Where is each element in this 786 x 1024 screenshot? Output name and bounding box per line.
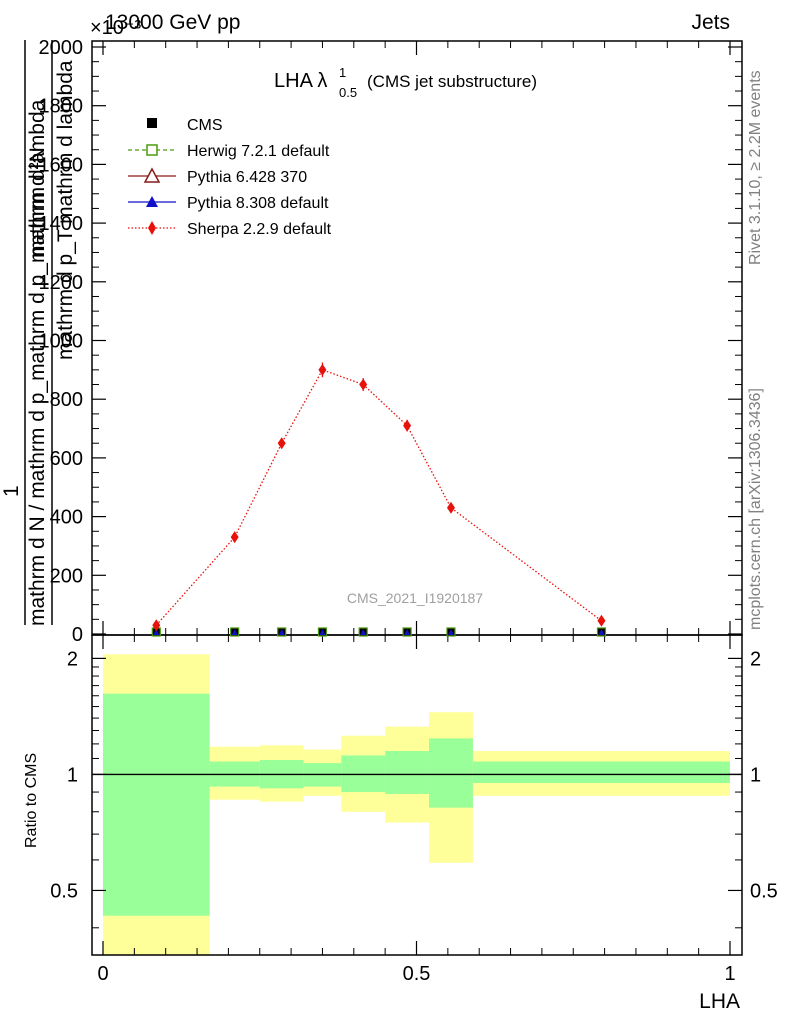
sherpa-point bbox=[446, 501, 455, 514]
main-y-axis: 0 200 400 600 800 1000 1200 1400 1600 1800 2000 bbox=[39, 37, 742, 646]
ratio-green-band-6 bbox=[429, 738, 473, 808]
x-axis: 0 0.5 1 bbox=[97, 41, 736, 985]
sherpa-point bbox=[318, 363, 327, 376]
pythia6-marker-icon bbox=[143, 167, 161, 183]
pythia8-point bbox=[319, 629, 326, 635]
exponent-label: ×10⁻³ bbox=[90, 17, 141, 39]
rivet-label: Rivet 3.1.10, ≥ 2.2M events bbox=[747, 70, 764, 265]
pythia8-point bbox=[447, 629, 454, 635]
ratio-y-tick-label: 1 bbox=[67, 764, 78, 786]
ratio-green-band-4 bbox=[341, 755, 386, 793]
legend-entry-sherpa: Sherpa 2.2.9 default bbox=[128, 221, 332, 238]
title-superscript: 1 bbox=[339, 65, 346, 80]
ylabel-fraction-top: mathrm d²N bbox=[26, 147, 49, 258]
sherpa-point bbox=[152, 619, 161, 632]
title-main: LHA λ bbox=[274, 70, 327, 92]
pythia8-point bbox=[231, 629, 238, 635]
ratio-y-tick-label: 0.5 bbox=[50, 880, 78, 902]
pythia8-point bbox=[278, 629, 285, 635]
legend-entry-cms: CMS bbox=[147, 117, 223, 134]
legend-label-cms: CMS bbox=[187, 117, 223, 134]
ratio-green-band-5 bbox=[385, 751, 430, 794]
sherpa-point bbox=[230, 531, 239, 544]
x-tick-label: 0 bbox=[97, 963, 108, 985]
main-y-tick-label: 800 bbox=[50, 389, 83, 411]
sherpa-marker-icon bbox=[148, 221, 156, 235]
main-ylabel: mathrm d²N mathrm d p_T mathrm d lambda … bbox=[0, 40, 77, 626]
legend-entry-herwig: Herwig 7.2.1 default bbox=[128, 143, 330, 160]
x-axis-label: LHA bbox=[699, 990, 740, 1013]
ratio-ylabel: Ratio to CMS bbox=[23, 753, 40, 848]
pythia8-marker-icon bbox=[146, 196, 158, 207]
process-label: Jets bbox=[691, 11, 730, 34]
legend-entry-pythia8: Pythia 8.308 default bbox=[128, 195, 329, 212]
herwig-point bbox=[446, 627, 456, 637]
ratio-y-tick-label-right: 2 bbox=[750, 648, 761, 670]
legend-label-pythia8: Pythia 8.308 default bbox=[187, 195, 329, 212]
ratio-green-band-7 bbox=[472, 761, 730, 784]
main-y-tick-label: 2000 bbox=[39, 37, 84, 59]
main-y-tick-label: 1800 bbox=[39, 96, 84, 118]
ylabel-denominator: mathrm d N / mathrm d p_mathrm d p_mathr… bbox=[26, 99, 49, 626]
title-suffix: (CMS jet substructure) bbox=[367, 72, 537, 91]
analysis-watermark: CMS_2021_I1920187 bbox=[347, 590, 483, 606]
main-y-tick-label: 1600 bbox=[39, 154, 84, 176]
sherpa-point bbox=[597, 614, 606, 627]
main-y-tick-label: 600 bbox=[50, 448, 83, 470]
pythia8-point bbox=[598, 629, 605, 635]
herwig-point bbox=[358, 627, 368, 637]
x-tick-label: 0.5 bbox=[403, 963, 431, 985]
ratio-y-tick-label-right: 1 bbox=[750, 764, 761, 786]
pythia8-point bbox=[404, 629, 411, 635]
main-y-tick-label: 0 bbox=[72, 624, 83, 646]
herwig-marker-icon bbox=[146, 144, 158, 156]
sherpa-point bbox=[277, 437, 286, 450]
sherpa-point bbox=[359, 378, 368, 391]
ratio-y-tick-label: 2 bbox=[67, 648, 78, 670]
ratio-bands bbox=[92, 654, 742, 955]
main-data bbox=[151, 362, 607, 637]
cms-marker-icon bbox=[147, 118, 157, 128]
legend: CMS Herwig 7.2.1 default Pythia 6.428 37… bbox=[128, 117, 332, 238]
plot-title: LHA λ 1 0.5 (CMS jet substructure) bbox=[274, 65, 537, 100]
herwig-point bbox=[596, 627, 607, 637]
herwig-point bbox=[230, 627, 240, 637]
title-subscript: 0.5 bbox=[339, 85, 357, 100]
legend-label-sherpa: Sherpa 2.2.9 default bbox=[187, 221, 332, 238]
herwig-point bbox=[317, 627, 328, 637]
ylabel-numerator: 1 bbox=[0, 485, 23, 497]
sherpa-point bbox=[403, 419, 412, 432]
energy-label: 13000 GeV pp bbox=[105, 11, 240, 34]
pythia8-point bbox=[360, 629, 367, 635]
legend-label-herwig: Herwig 7.2.1 default bbox=[187, 143, 330, 160]
herwig-point bbox=[402, 627, 412, 637]
ratio-y-tick-label-right: 0.5 bbox=[750, 880, 778, 902]
main-y-tick-label: 1200 bbox=[39, 272, 84, 294]
main-y-tick-label: 1000 bbox=[39, 331, 84, 353]
main-y-tick-label: 200 bbox=[50, 565, 83, 587]
ratio-y-axis: 0.5 0.5 1 1 2 2 bbox=[50, 648, 778, 929]
legend-entry-pythia6: Pythia 6.428 370 bbox=[128, 167, 307, 186]
ylabel-fraction-bottom: mathrm d p_T mathrm d lambda bbox=[54, 60, 77, 360]
sherpa-line bbox=[155, 369, 602, 626]
pythia8-point bbox=[153, 629, 160, 635]
x-tick-label: 1 bbox=[724, 963, 735, 985]
herwig-point bbox=[277, 627, 287, 637]
legend-label-pythia6: Pythia 6.428 370 bbox=[187, 169, 307, 186]
main-y-tick-label: 400 bbox=[50, 507, 83, 529]
main-y-tick-label: 1400 bbox=[39, 213, 84, 235]
mcplots-label: mcplots.cern.ch [arXiv:1306.3436] bbox=[747, 388, 764, 630]
ratio-green-band-0 bbox=[103, 693, 210, 916]
